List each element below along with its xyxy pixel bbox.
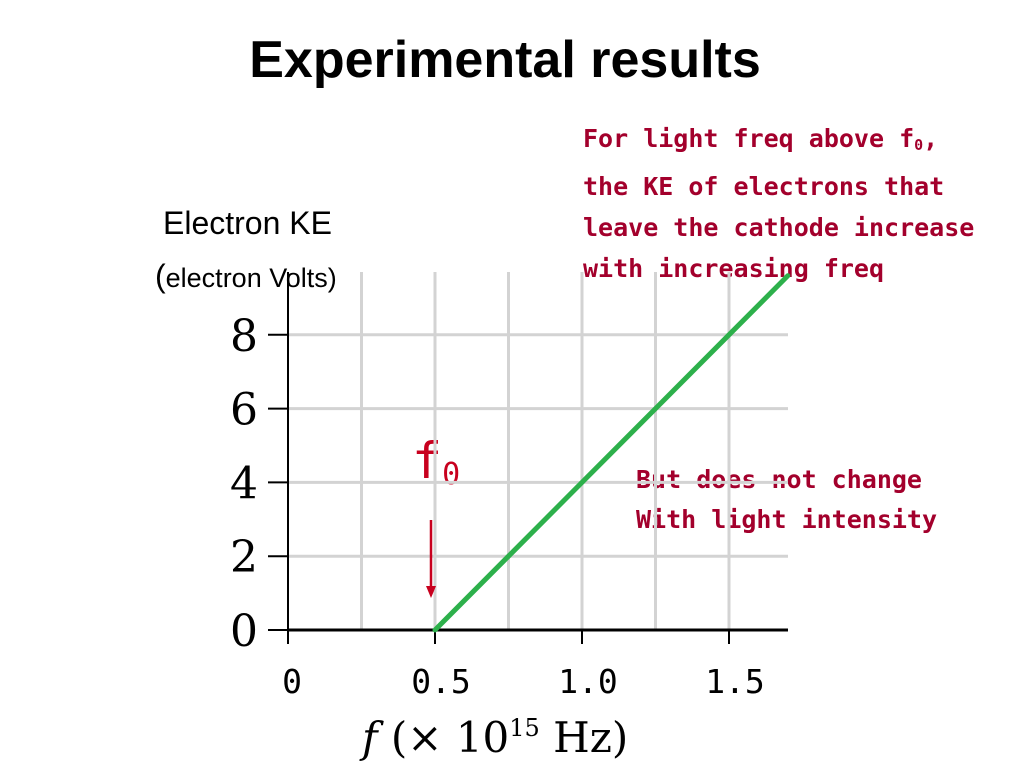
y-tick-label: 4 — [230, 458, 258, 509]
y-axis-unit-paren: ( — [155, 258, 166, 294]
y-axis-unit-label: (electron Volts) — [155, 258, 337, 295]
ke-frequency-line — [432, 273, 791, 633]
x-axis-title: f (× 1015 Hz) — [359, 713, 628, 762]
annotation-line: the KE of electrons that — [583, 172, 945, 201]
annotation-line: With light intensity — [636, 505, 938, 534]
x-tick-label: 0.5 — [411, 662, 471, 701]
y-axis-unit-text: electron Volts) — [165, 263, 337, 293]
f0-arrow — [426, 520, 436, 598]
x-tick-label: 1.5 — [705, 662, 765, 701]
grid-lines — [288, 272, 788, 630]
y-axis-label: Electron KE — [163, 205, 332, 241]
f0-arrow-head — [426, 586, 436, 598]
annotation-line: But does not change — [636, 465, 922, 494]
data-series — [432, 273, 791, 633]
x-tick-label: 0 — [282, 662, 302, 701]
y-tick-label: 8 — [230, 311, 258, 362]
x-title-exponent: 15 — [509, 714, 540, 742]
annotation-frequency-note: For light freq above f0, the KE of elect… — [583, 118, 974, 289]
annotation-line: leave the cathode increase — [583, 213, 975, 242]
slide-title: Experimental results — [249, 31, 761, 89]
y-tick-label: 6 — [230, 385, 258, 436]
annotation-line: with increasing freq — [583, 254, 885, 283]
annotation-line: For light freq above f — [583, 124, 915, 153]
tick-labels: 0 2 4 6 8 0 0.5 1.0 1.5 — [230, 311, 765, 701]
y-tick-label: 2 — [230, 532, 258, 583]
annotation-subscript: 0 — [914, 136, 924, 154]
annotation-intensity-note: But does not change With light intensity — [636, 460, 937, 540]
x-tick-label: 1.0 — [558, 662, 618, 701]
annotation-line-end: , — [923, 124, 939, 153]
y-tick-label: 0 — [230, 606, 258, 657]
x-title-multiplier: (× 10 — [378, 713, 510, 762]
f0-main: f — [412, 432, 443, 490]
axes — [268, 272, 788, 644]
x-title-unit: Hz) — [540, 713, 629, 762]
